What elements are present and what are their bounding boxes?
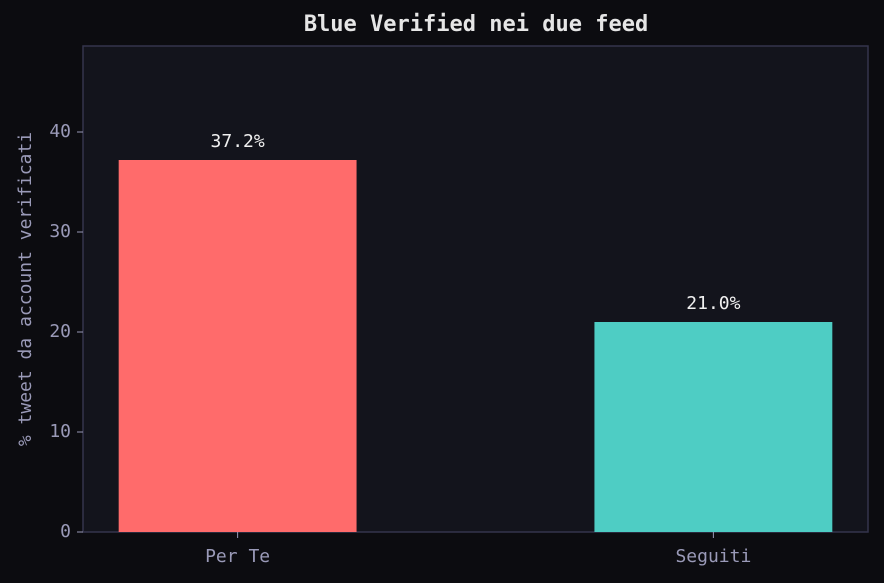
y-tick-label: 30 xyxy=(49,221,71,242)
y-tick-label: 10 xyxy=(49,421,71,442)
y-tick-label: 0 xyxy=(60,521,71,542)
x-tick-label: Per Te xyxy=(205,546,270,567)
y-tick-label: 40 xyxy=(49,121,71,142)
chart-title: Blue Verified nei due feed xyxy=(304,12,648,37)
value-label: 21.0% xyxy=(686,293,740,314)
x-tick-label: Seguiti xyxy=(675,546,751,567)
y-tick-label: 20 xyxy=(49,321,71,342)
bar xyxy=(594,322,833,532)
value-label: 37.2% xyxy=(211,131,265,152)
bar xyxy=(118,160,357,532)
y-axis-label: % tweet da account verificati xyxy=(15,132,36,446)
